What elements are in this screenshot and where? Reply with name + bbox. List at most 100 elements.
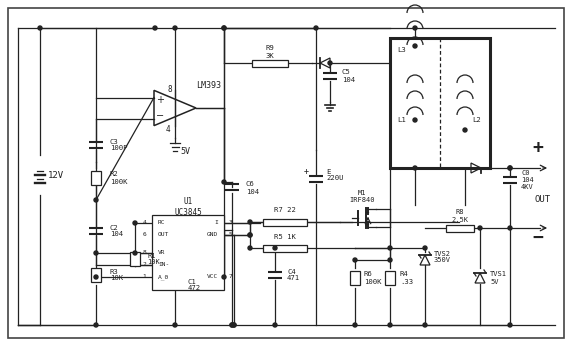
Circle shape [230,323,234,327]
Circle shape [94,198,98,202]
Circle shape [94,275,98,279]
Text: L1: L1 [397,117,406,123]
Circle shape [273,246,277,250]
Text: 12V: 12V [48,170,64,179]
Circle shape [222,180,226,184]
Text: GND: GND [206,233,218,238]
Text: OUT: OUT [158,233,169,238]
Circle shape [248,233,252,237]
Circle shape [38,26,42,30]
Circle shape [463,128,467,132]
Text: L3: L3 [397,47,406,53]
Bar [385,271,395,285]
Text: VR: VR [158,251,165,256]
Text: R3
10K: R3 10K [110,269,123,281]
Text: C6
104: C6 104 [246,181,259,195]
Circle shape [133,251,137,255]
Circle shape [248,246,252,250]
Circle shape [478,226,482,230]
Bar [446,225,474,232]
Text: OUT: OUT [535,196,551,204]
Circle shape [248,220,252,224]
Circle shape [94,251,98,255]
Circle shape [232,323,236,327]
Circle shape [222,26,226,30]
Text: −: − [533,229,543,247]
Circle shape [508,226,512,230]
Text: +: + [304,168,308,176]
Bar [91,268,101,282]
Text: M1: M1 [358,190,366,196]
Circle shape [230,323,234,327]
Text: C0
104
4KV: C0 104 4KV [521,170,534,190]
Circle shape [413,118,417,122]
Text: U1
UC3845: U1 UC3845 [174,197,202,217]
Text: 3: 3 [229,221,233,226]
Text: 6: 6 [142,233,146,238]
Circle shape [314,26,318,30]
Text: C1
472: C1 472 [188,279,201,292]
Circle shape [388,246,392,250]
Bar [263,245,307,251]
Text: R6
100K: R6 100K [364,271,382,285]
Circle shape [423,323,427,327]
Circle shape [508,323,512,327]
Text: 8: 8 [142,251,146,256]
Text: +: + [533,139,543,157]
Circle shape [173,323,177,327]
Text: IRF840: IRF840 [349,197,375,203]
Text: 7: 7 [229,275,233,280]
Text: LM393: LM393 [196,82,221,90]
Bar [152,215,224,290]
Text: C4
471: C4 471 [287,269,300,281]
Circle shape [133,221,137,225]
Text: 1: 1 [142,275,146,280]
Bar [350,271,360,285]
Text: R5 1K: R5 1K [274,234,296,240]
Text: L2: L2 [472,117,480,123]
Text: R4
.33: R4 .33 [400,271,413,285]
Text: A_0: A_0 [158,274,169,280]
Bar [91,171,101,185]
Circle shape [423,246,427,250]
Circle shape [413,26,417,30]
Text: 4: 4 [166,126,170,134]
Circle shape [153,26,157,30]
Text: RC: RC [158,221,165,226]
Circle shape [413,44,417,48]
Circle shape [388,258,392,262]
Circle shape [173,26,177,30]
Text: 5: 5 [229,233,233,238]
Text: IN-: IN- [158,263,169,268]
Circle shape [232,323,236,327]
Text: 4: 4 [142,221,146,226]
Text: R9
3K: R9 3K [265,46,275,59]
Circle shape [508,166,512,170]
Text: C5
104: C5 104 [342,70,355,83]
Text: R7 22: R7 22 [274,207,296,213]
Text: C3
100P: C3 100P [110,138,128,151]
Bar [252,60,288,66]
Circle shape [248,233,252,237]
Bar [130,252,140,266]
Text: TVS1
5V: TVS1 5V [490,271,507,285]
Text: C2
104: C2 104 [110,225,123,238]
Text: TVS2
350V: TVS2 350V [434,251,451,263]
Text: 8: 8 [168,85,172,95]
Bar [263,219,307,226]
Text: E
220U: E 220U [326,168,344,181]
Text: VCC: VCC [206,275,218,280]
Circle shape [273,323,277,327]
Circle shape [413,166,417,170]
Circle shape [328,61,332,65]
Circle shape [353,258,357,262]
Circle shape [222,275,226,279]
Circle shape [222,26,226,30]
Circle shape [388,323,392,327]
Circle shape [94,323,98,327]
Circle shape [508,166,512,170]
Text: −: − [156,110,164,121]
Text: 5V: 5V [180,148,190,156]
Bar [390,38,490,168]
Text: +: + [156,95,164,106]
